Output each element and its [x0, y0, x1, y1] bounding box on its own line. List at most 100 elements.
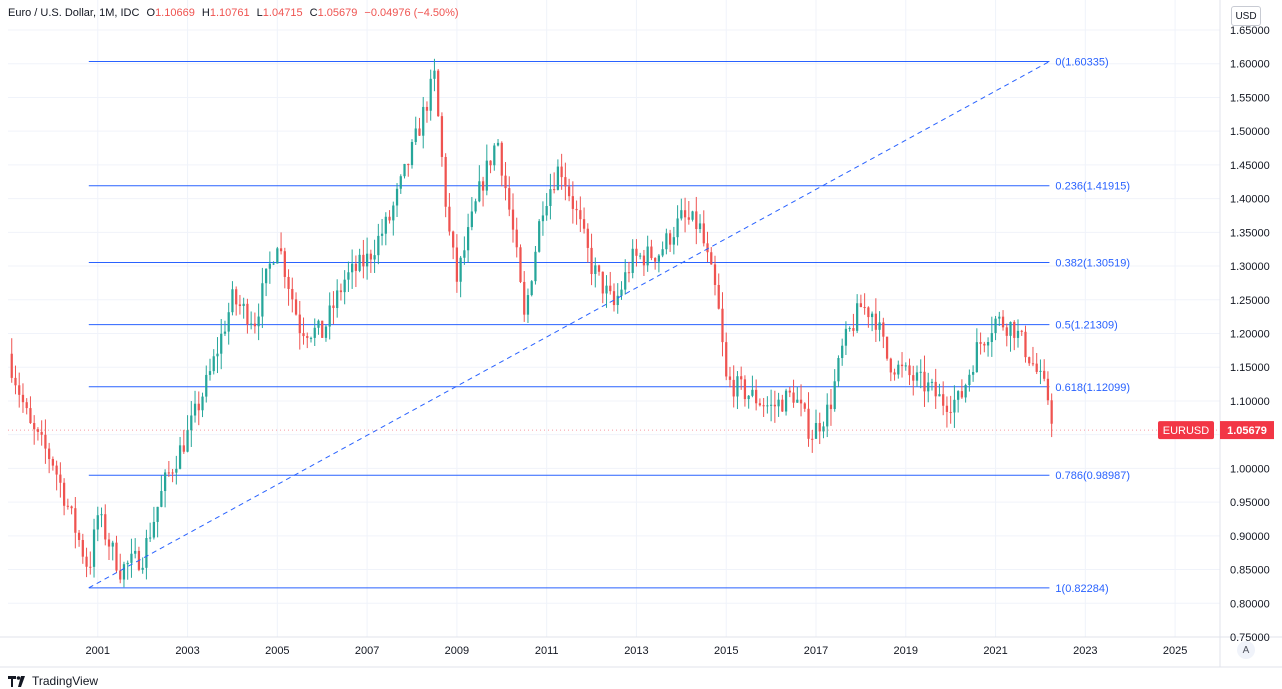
- candle-body: [85, 556, 88, 567]
- candle-body: [261, 283, 264, 317]
- candle-body: [665, 233, 668, 250]
- candle-body: [792, 392, 795, 403]
- candle-body: [508, 188, 511, 210]
- candle-body: [410, 142, 414, 166]
- close-label: C: [309, 7, 318, 19]
- symbol-description: Euro / U.S. Dollar, 1M, IDC: [8, 7, 140, 19]
- candle-body: [36, 429, 40, 432]
- candle-body: [769, 404, 773, 406]
- candle-body: [725, 342, 728, 377]
- candle-body: [811, 438, 814, 440]
- y-tick-label: 1.25000: [1230, 295, 1270, 307]
- candle-body: [579, 210, 582, 220]
- candle-body: [942, 394, 945, 406]
- candle-body: [519, 247, 522, 282]
- candle-body: [1024, 331, 1027, 358]
- candle-body: [429, 78, 432, 111]
- candle-body: [104, 514, 107, 540]
- candle-body: [253, 323, 257, 327]
- candle-body: [298, 314, 301, 334]
- candle-body: [493, 145, 496, 166]
- candle-body: [713, 264, 717, 285]
- candle-body: [650, 246, 653, 259]
- candle-body: [998, 316, 1001, 319]
- candle-body: [384, 216, 387, 234]
- candle-body: [77, 532, 81, 540]
- candle-body: [646, 246, 649, 266]
- y-tick-label: 1.30000: [1230, 261, 1270, 273]
- candle-body: [205, 374, 208, 397]
- candle-body: [111, 542, 114, 547]
- candle-body: [915, 372, 919, 381]
- candle-body: [18, 385, 21, 395]
- candle-body: [455, 247, 459, 282]
- candle-body: [197, 403, 200, 411]
- x-tick-label: 2013: [624, 645, 648, 657]
- x-tick-label: 2015: [714, 645, 738, 657]
- x-tick-label: 2009: [445, 645, 469, 657]
- candle-body: [856, 303, 859, 331]
- fibonacci-retracement[interactable]: 0(1.60335) 0.236(1.41915) 0.382(1.30519) 0.…: [88, 56, 1130, 595]
- y-tick-label: 0.95000: [1230, 497, 1270, 509]
- candle-body: [567, 186, 571, 197]
- candle-body: [250, 323, 253, 325]
- candle-body: [122, 564, 126, 580]
- candle-body: [21, 394, 25, 403]
- candle-body: [698, 223, 702, 230]
- candle-body: [332, 305, 335, 309]
- x-tick-label: 2019: [894, 645, 918, 657]
- tradingview-brand: TradingView: [8, 674, 98, 688]
- candle-body: [145, 538, 148, 568]
- candle-body: [822, 426, 825, 432]
- candle-body: [1020, 330, 1023, 332]
- candle-body: [418, 128, 421, 136]
- currency-button[interactable]: USD: [1231, 6, 1261, 26]
- candle-body: [755, 389, 758, 404]
- candle-body: [44, 434, 47, 449]
- candle-body: [575, 208, 578, 211]
- candle-body: [964, 385, 967, 398]
- candle-body: [553, 189, 556, 191]
- candle-body: [25, 402, 28, 409]
- chart-axes: 1.65000 1.60000 1.55000 1.50000 1.45000 1.400…: [0, 0, 1282, 668]
- candle-body: [594, 265, 597, 275]
- candle-body: [927, 382, 930, 392]
- high-value: 1.10761: [209, 7, 250, 19]
- candle-body: [126, 562, 129, 565]
- candle-body: [841, 345, 844, 359]
- candle-body: [1031, 363, 1035, 365]
- candle-body: [762, 405, 765, 407]
- candle-body: [51, 459, 55, 466]
- candle-body: [373, 255, 376, 260]
- candle-body: [1035, 363, 1038, 372]
- open-value: 1.10669: [155, 7, 195, 19]
- y-tick-label: 1.65000: [1230, 25, 1270, 37]
- candle-body: [1016, 330, 1020, 338]
- candle-body: [339, 290, 343, 293]
- candle-body: [556, 166, 560, 190]
- candle-body: [534, 251, 537, 282]
- candle-body: [190, 415, 193, 431]
- y-tick-label: 0.85000: [1230, 565, 1270, 577]
- candle-body: [620, 289, 623, 296]
- candle-body: [399, 176, 402, 189]
- candle-body: [141, 567, 144, 570]
- open-label: O: [146, 7, 156, 19]
- trendline[interactable]: [88, 61, 1050, 589]
- candle-body: [422, 106, 425, 136]
- candle-body: [784, 390, 788, 412]
- candle-body: [459, 257, 462, 282]
- candle-body: [777, 399, 780, 407]
- candle-body: [680, 210, 683, 219]
- auto-scale-button[interactable]: A: [1237, 641, 1255, 659]
- change-value: −0.04976 (−4.50%): [364, 7, 459, 19]
- candle-body: [949, 411, 952, 413]
- candle-body: [870, 313, 874, 318]
- candle-body: [706, 243, 709, 253]
- candle-body: [893, 372, 896, 375]
- candle-body: [1046, 378, 1050, 401]
- candle-body: [380, 233, 384, 236]
- candle-body: [687, 217, 690, 220]
- candle-body: [672, 237, 675, 245]
